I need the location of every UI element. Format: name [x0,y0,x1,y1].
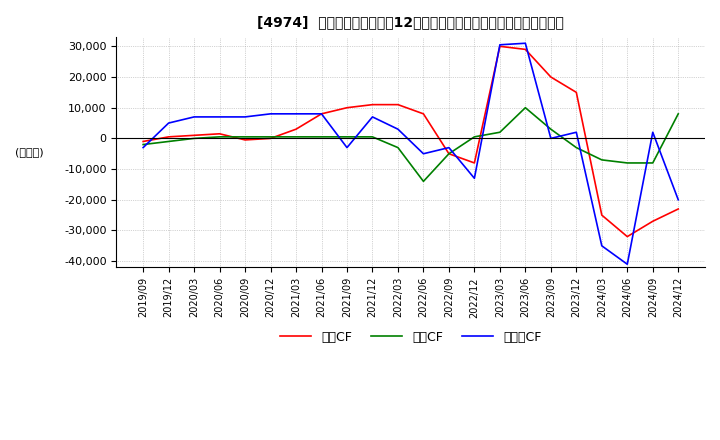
フリーCF [215,114,224,120]
フリーCF [470,176,479,181]
Y-axis label: (百万円): (百万円) [15,147,44,157]
営業CF [164,134,173,139]
フリーCF [240,114,249,120]
フリーCF [394,127,402,132]
投資CF [674,111,683,117]
フリーCF [266,111,275,117]
投資CF [572,145,580,150]
Line: 営業CF: 営業CF [143,46,678,237]
フリーCF [521,40,530,46]
営業CF [674,206,683,212]
投資CF [368,134,377,139]
投資CF [318,134,326,139]
投資CF [649,160,657,165]
フリーCF [444,145,453,150]
投資CF [240,134,249,139]
フリーCF [649,130,657,135]
営業CF [292,127,300,132]
営業CF [394,102,402,107]
投資CF [215,134,224,139]
フリーCF [572,130,580,135]
投資CF [521,105,530,110]
営業CF [623,234,631,239]
営業CF [215,131,224,136]
営業CF [546,74,555,80]
投資CF [394,145,402,150]
フリーCF [190,114,199,120]
投資CF [546,127,555,132]
フリーCF [318,111,326,117]
営業CF [343,105,351,110]
営業CF [190,133,199,138]
フリーCF [139,145,148,150]
営業CF [598,213,606,218]
営業CF [444,151,453,156]
営業CF [139,139,148,144]
Line: フリーCF: フリーCF [143,43,678,264]
フリーCF [546,136,555,141]
投資CF [343,134,351,139]
投資CF [444,151,453,156]
フリーCF [292,111,300,117]
投資CF [266,134,275,139]
フリーCF [495,42,504,48]
営業CF [368,102,377,107]
フリーCF [164,121,173,126]
営業CF [419,111,428,117]
投資CF [470,134,479,139]
投資CF [623,160,631,165]
フリーCF [419,151,428,156]
営業CF [266,136,275,141]
投資CF [190,136,199,141]
投資CF [419,179,428,184]
営業CF [649,219,657,224]
投資CF [598,157,606,162]
投資CF [292,134,300,139]
営業CF [318,111,326,117]
フリーCF [368,114,377,120]
投資CF [164,139,173,144]
営業CF [470,160,479,165]
フリーCF [674,197,683,202]
フリーCF [343,145,351,150]
フリーCF [623,262,631,267]
Line: 投資CF: 投資CF [143,108,678,181]
投資CF [139,142,148,147]
Title: [4974]  キャッシュフローの12か月移動合計の対前年同期増減額の推移: [4974] キャッシュフローの12か月移動合計の対前年同期増減額の推移 [257,15,564,29]
Legend: 営業CF, 投資CF, フリーCF: 営業CF, 投資CF, フリーCF [275,326,546,348]
フリーCF [598,243,606,249]
営業CF [572,90,580,95]
営業CF [240,137,249,143]
投資CF [495,130,504,135]
営業CF [495,44,504,49]
営業CF [521,47,530,52]
